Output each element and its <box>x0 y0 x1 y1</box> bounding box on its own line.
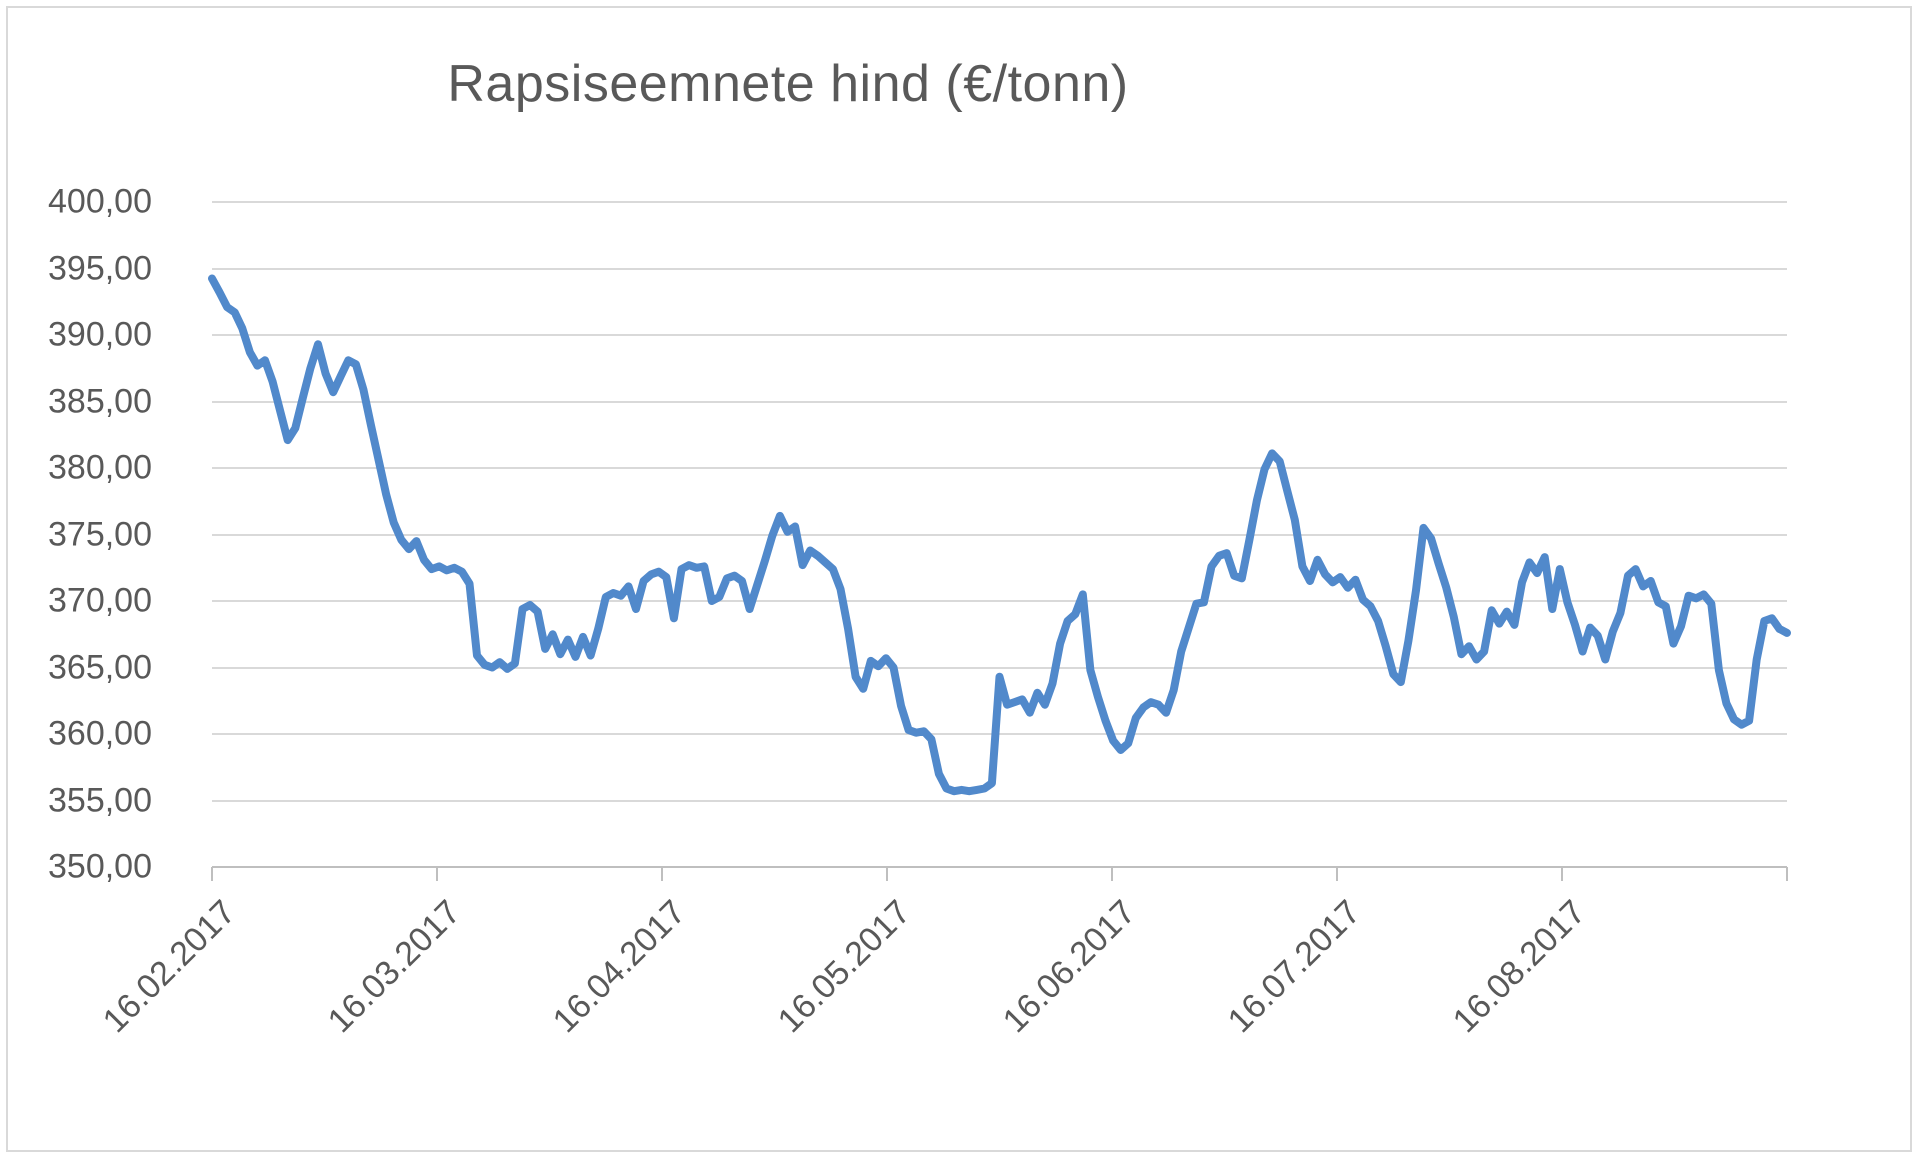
x-axis-tick <box>1561 867 1563 881</box>
y-axis-label: 365,00 <box>48 648 152 686</box>
chart-title: Rapsiseemnete hind (€/tonn) <box>447 55 1129 113</box>
y-gridline <box>212 201 1787 203</box>
y-axis-label: 360,00 <box>48 714 152 753</box>
y-axis-label: 350,00 <box>48 847 152 886</box>
x-axis-tick <box>886 867 888 881</box>
price-line-series <box>208 274 1791 796</box>
y-gridline <box>212 799 1787 802</box>
y-axis-label: 395,00 <box>48 249 152 287</box>
y-axis-label: 370,00 <box>48 581 152 620</box>
x-axis-tick <box>1336 867 1338 881</box>
chart-frame: Rapsiseemnete hind (€/tonn) 400,00 395,00… <box>6 6 1912 1152</box>
y-gridline <box>212 733 1787 735</box>
x-axis-tick <box>436 867 438 881</box>
y-axis-label: 380,00 <box>48 448 152 487</box>
y-axis-label: 385,00 <box>48 382 152 420</box>
y-gridline <box>212 267 1787 270</box>
x-axis-tick <box>1111 867 1113 881</box>
y-axis-label: 390,00 <box>48 315 152 354</box>
y-gridline <box>212 600 1787 602</box>
y-axis-label: 400,00 <box>48 182 152 221</box>
x-axis-line <box>212 866 1787 868</box>
x-axis-tick <box>1786 867 1788 881</box>
y-gridline <box>212 533 1787 536</box>
y-gridline <box>212 400 1787 403</box>
x-axis-tick <box>661 867 663 881</box>
y-axis-label: 375,00 <box>48 515 152 553</box>
y-gridline <box>212 467 1787 469</box>
plot-area <box>208 274 1791 796</box>
y-gridline <box>212 666 1787 669</box>
y-axis-label: 355,00 <box>48 781 152 819</box>
x-axis-tick <box>211 867 213 881</box>
y-gridline <box>212 334 1787 336</box>
